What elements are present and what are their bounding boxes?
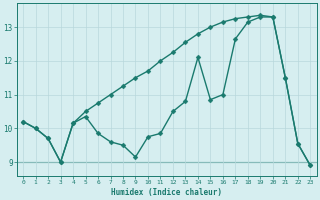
X-axis label: Humidex (Indice chaleur): Humidex (Indice chaleur) bbox=[111, 188, 222, 197]
